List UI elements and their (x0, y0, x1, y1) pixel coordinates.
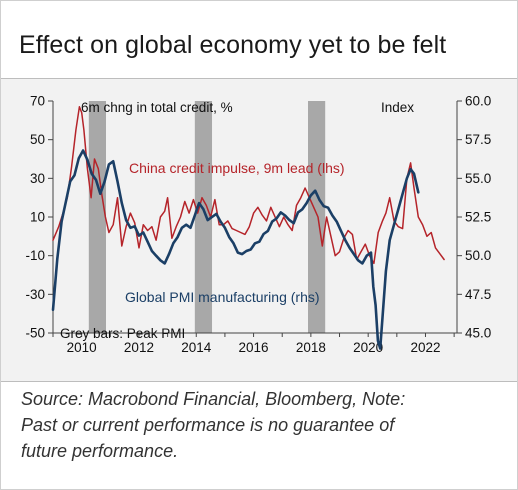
top-rule (1, 78, 517, 79)
right-axis: 60.0 57.5 55.0 52.5 50.0 47.5 45.0 (456, 94, 491, 341)
series-label-china-credit: China credit impulse, 9m lead (lhs) (129, 160, 345, 176)
source-line: Past or current performance is no guaran… (21, 415, 395, 435)
source-line: future performance. (21, 441, 179, 461)
x-tick-label: 2018 (296, 340, 326, 355)
left-tick-label: -30 (25, 287, 45, 302)
series-line-china-credit (52, 106, 445, 265)
left-axis: 70 50 30 10 -10 -30 -50 (25, 94, 54, 341)
series-line-global-pmi (51, 149, 420, 350)
line-chart: 70 50 30 10 -10 -30 -50 60.0 57.5 55.0 52.5 50.0 47… (25, 94, 491, 356)
source-line: Source: Macrobond Financial, Bloomberg, … (21, 389, 406, 409)
shaded-period (88, 101, 107, 333)
grey-bars-annotation: Grey bars: Peak PMI (60, 326, 185, 341)
left-tick-label: 70 (30, 94, 45, 109)
series-lines (51, 106, 445, 350)
left-tick-label: 50 (30, 132, 45, 147)
x-axis: 2010 2012 2014 2016 2018 2020 2022 (52, 332, 457, 355)
right-tick-label: 45.0 (465, 326, 491, 341)
right-tick-label: 50.0 (465, 248, 491, 263)
right-tick-label: 55.0 (465, 171, 491, 186)
left-tick-label: 30 (30, 171, 45, 186)
right-tick-label: 60.0 (465, 94, 491, 109)
left-tick-label: 10 (30, 210, 45, 225)
right-tick-label: 47.5 (465, 287, 491, 302)
source-note: Source: Macrobond Financial, Bloomberg, … (21, 386, 501, 464)
x-tick-label: 2016 (239, 340, 269, 355)
series-label-global-pmi: Global PMI manufacturing (rhs) (125, 289, 320, 305)
x-tick-label: 2020 (353, 340, 383, 355)
left-tick-label: -50 (25, 326, 45, 341)
x-tick-label: 2012 (124, 340, 154, 355)
chart-title: Effect on global economy yet to be felt (19, 31, 447, 59)
shaded-period (194, 101, 213, 333)
x-tick-label: 2022 (410, 340, 440, 355)
x-tick-label: 2010 (67, 340, 97, 355)
plot-background (1, 79, 517, 381)
right-tick-label: 57.5 (465, 132, 491, 147)
right-axis-label: Index (381, 100, 414, 115)
shaded-periods (88, 101, 326, 333)
bottom-rule (1, 381, 517, 382)
shaded-period (308, 101, 326, 333)
left-tick-label: -10 (25, 248, 45, 263)
right-tick-label: 52.5 (465, 210, 491, 225)
left-axis-label: 6m chng in total credit, % (81, 100, 233, 115)
x-tick-label: 2014 (181, 340, 212, 355)
